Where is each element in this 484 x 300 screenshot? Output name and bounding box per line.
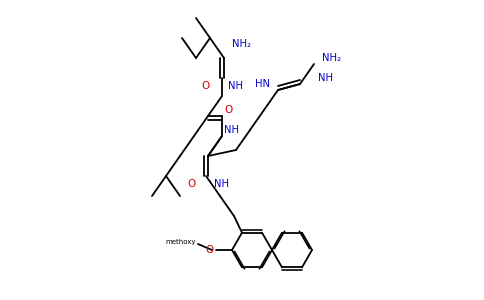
Text: NH₂: NH₂ (232, 39, 251, 49)
Text: O: O (188, 179, 196, 189)
Text: O: O (202, 81, 210, 91)
Text: methoxy: methoxy (166, 239, 196, 245)
Text: NH: NH (318, 73, 333, 83)
Text: O: O (224, 105, 232, 115)
Text: NH₂: NH₂ (322, 53, 341, 63)
Text: NH: NH (214, 179, 229, 189)
Text: NH: NH (228, 81, 243, 91)
Text: HN: HN (255, 79, 270, 89)
Text: NH: NH (224, 125, 239, 135)
Text: O: O (206, 245, 214, 255)
